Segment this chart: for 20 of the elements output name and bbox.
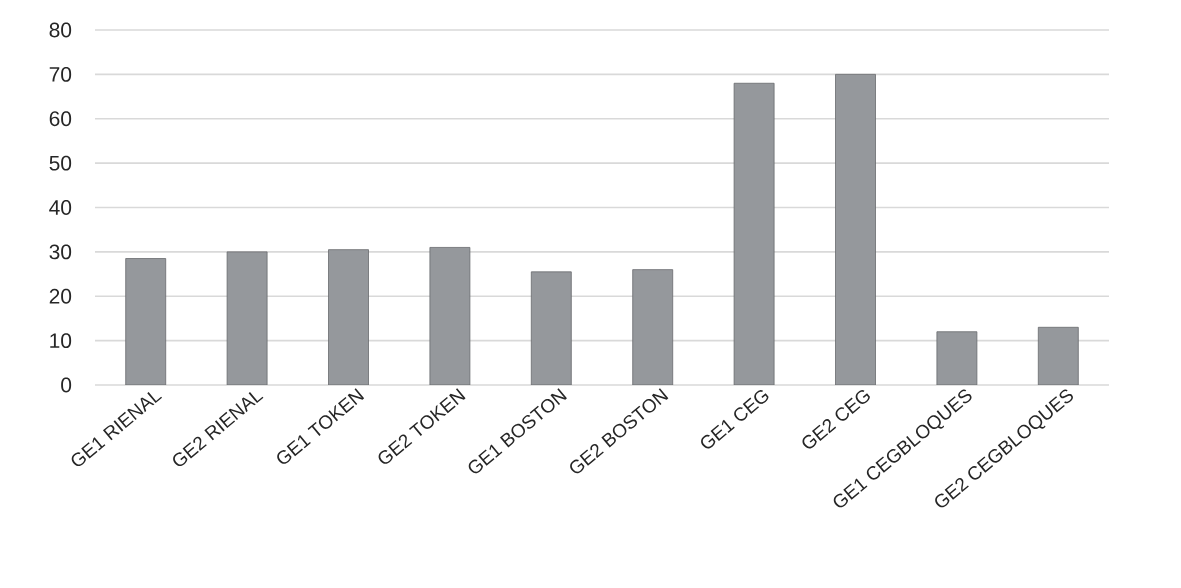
bar bbox=[328, 249, 369, 385]
bar bbox=[632, 269, 674, 385]
y-tick-label: 30 bbox=[49, 244, 72, 260]
bar bbox=[125, 258, 167, 385]
bar bbox=[429, 247, 471, 385]
y-tick-label: 50 bbox=[49, 155, 72, 171]
y-tick-label: 70 bbox=[49, 66, 72, 82]
x-tick-label: GE1 CEG bbox=[701, 390, 769, 449]
y-tick-label: 80 bbox=[49, 22, 72, 38]
bar bbox=[530, 271, 572, 385]
y-tick-label: 10 bbox=[50, 333, 72, 349]
y-tick-label: 40 bbox=[49, 200, 72, 215]
bar bbox=[835, 73, 876, 385]
bar bbox=[1037, 326, 1079, 385]
bar bbox=[733, 82, 775, 385]
y-tick-label: 60 bbox=[49, 111, 72, 127]
bar bbox=[226, 251, 268, 385]
y-tick-label: 20 bbox=[49, 288, 72, 304]
y-tick-label: 0 bbox=[61, 377, 72, 393]
bar bbox=[936, 331, 978, 385]
